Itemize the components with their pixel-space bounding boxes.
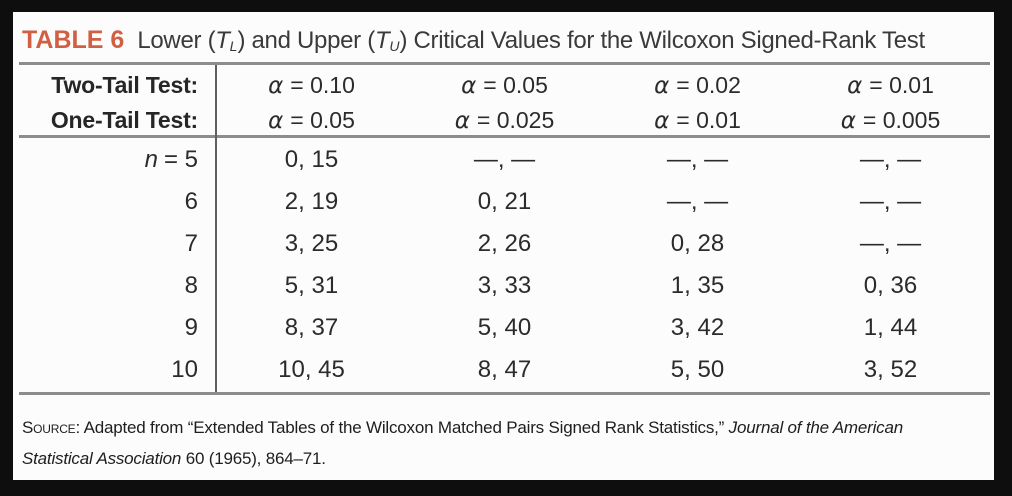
critical-values-cell: 3, 52 [863,356,918,383]
row-label-n8: 8 [184,272,198,299]
table-row-n9: 9 8, 37 5, 40 3, 42 1, 44 [13,307,988,349]
title-text-part3: ) Critical Values for the Wilcoxon Signe… [399,27,925,54]
table-header: Two-Tail Test: α = 0.10 α = 0.05 α = 0.02 α… [13,68,988,138]
critical-values-cell: 8, 37 [284,314,339,341]
row-label-value: = 5 [163,146,198,173]
table-title: TABLE 6 Lower (TL) and Upper (TU) Critica… [22,26,992,55]
rule-below-header [19,135,990,138]
critical-values-cell: —, — [859,188,922,215]
title-tu-symbol: T [374,27,390,54]
two-tail-test-label: Two-Tail Test: [51,72,198,98]
n-symbol: n [144,146,158,173]
table-row-n8: 8 5, 31 3, 33 1, 35 0, 36 [13,265,988,307]
alpha-value: = 0.005 [862,107,941,133]
source-journal-name: Journal of the American Statistical Asso… [22,418,903,468]
alpha-value: = 0.01 [869,72,934,98]
alpha-header-cell: α = 0.05 [215,107,408,134]
row-label-n6: 6 [184,188,198,215]
critical-values-cell: 3, 42 [670,314,725,341]
critical-values-cell: 0, 36 [863,272,918,299]
title-tl-subscript: L [229,38,238,54]
critical-values-cell: 1, 44 [863,314,918,341]
critical-values-cell: 2, 26 [477,230,532,257]
title-text-part2: ) and Upper ( [237,27,375,54]
title-text-part1: Lower ( [137,27,216,54]
critical-values-cell: —, — [666,188,729,215]
alpha-header-cell: α = 0.01 [794,72,987,99]
critical-values-cell: 0, 28 [670,230,725,257]
table-row-n5: n = 5 0, 15 —, — —, — —, — [13,139,988,181]
critical-values-cell: 10, 45 [278,356,345,383]
alpha-symbol: α [840,108,856,134]
rule-below-title [19,62,990,65]
alpha-header-cell: α = 0.05 [408,72,601,99]
column-divider-line [215,65,217,392]
critical-values-cell: 3, 25 [284,230,339,257]
rule-below-data [19,392,990,395]
alpha-symbol: α [654,108,670,134]
critical-values-cell: 5, 50 [670,356,725,383]
row-label-n7: 7 [184,230,198,257]
header-row-one-tail: One-Tail Test: α = 0.05 α = 0.025 α = 0.01 … [13,103,988,138]
critical-values-cell: 5, 40 [477,314,532,341]
alpha-header-cell: α = 0.025 [408,107,601,134]
header-row-two-tail: Two-Tail Test: α = 0.10 α = 0.05 α = 0.02 α… [13,68,988,103]
alpha-symbol: α [454,108,470,134]
alpha-symbol: α [268,108,284,134]
alpha-header-cell: α = 0.005 [794,107,987,134]
alpha-value: = 0.05 [290,107,355,133]
table-number-label: TABLE 6 [22,26,125,54]
table-row-n10: 10 10, 45 8, 47 5, 50 3, 52 [13,349,988,391]
alpha-value: = 0.05 [483,72,548,98]
critical-values-cell: 8, 47 [477,356,532,383]
critical-values-cell: 0, 21 [477,188,532,215]
one-tail-test-label: One-Tail Test: [50,107,198,133]
row-label-n9: 9 [184,314,198,341]
source-label: Source: [22,418,80,437]
alpha-value: = 0.01 [676,107,741,133]
critical-values-cell: —, — [666,146,729,173]
alpha-symbol: α [847,73,863,99]
alpha-header-cell: α = 0.10 [215,72,408,99]
source-text: Adapted from “Extended Tables of the Wil… [83,418,729,437]
source-note: Source: Adapted from “Extended Tables of… [22,412,970,474]
row-label-n10: 10 [171,356,198,383]
alpha-symbol: α [461,73,477,99]
row-label-n5: n = 5 [13,146,215,174]
alpha-header-cell: α = 0.02 [601,72,794,99]
alpha-value: = 0.02 [676,72,741,98]
critical-values-cell: —, — [859,230,922,257]
alpha-header-cell: α = 0.01 [601,107,794,134]
critical-values-cell: 1, 35 [670,272,725,299]
alpha-symbol: α [268,73,284,99]
alpha-value: = 0.025 [476,107,555,133]
critical-values-cell: 0, 15 [284,146,339,173]
table-row-n6: 6 2, 19 0, 21 —, — —, — [13,181,988,223]
critical-values-cell: 5, 31 [284,272,339,299]
alpha-symbol: α [654,73,670,99]
title-tu-subscript: U [389,38,400,54]
title-tl-symbol: T [215,27,230,54]
table-body: n = 5 0, 15 —, — —, — —, — 6 2, 19 0, 21 … [13,139,988,391]
table-row-n7: 7 3, 25 2, 26 0, 28 —, — [13,223,988,265]
source-citation-detail: 60 (1965), 864–71. [181,449,326,468]
critical-values-cell: —, — [859,146,922,173]
table-panel: TABLE 6 Lower (TL) and Upper (TU) Critica… [13,12,994,480]
alpha-value: = 0.10 [290,72,355,98]
critical-values-cell: 3, 33 [477,272,532,299]
critical-values-cell: —, — [473,146,536,173]
critical-values-cell: 2, 19 [284,188,339,215]
